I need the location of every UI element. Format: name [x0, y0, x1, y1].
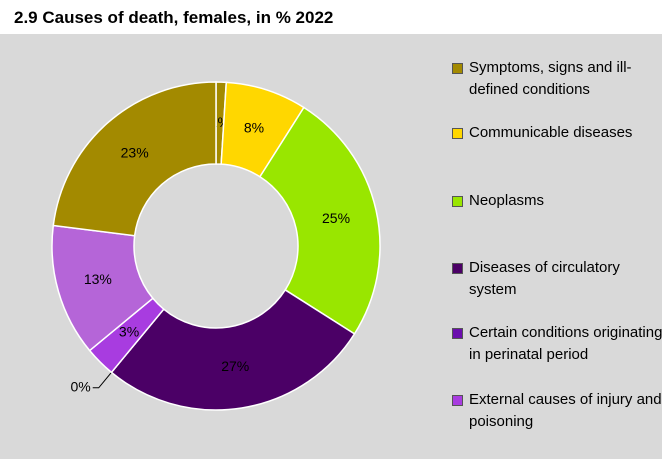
- legend-label: External causes of injury and poisoning: [469, 391, 662, 430]
- legend-label: Diseases of circulatory system: [469, 259, 620, 298]
- data-label: 8%: [244, 120, 264, 136]
- legend-swatch: [452, 196, 463, 207]
- legend-swatch: [452, 63, 463, 74]
- legend-item: Diseases of circulatory system: [452, 257, 662, 301]
- legend-item: External causes of injury and poisoning: [452, 389, 662, 433]
- data-label: 27%: [221, 358, 249, 374]
- data-label: 23%: [121, 144, 149, 160]
- legend-label: Symptoms, signs and ill-defined conditio…: [469, 59, 632, 98]
- legend-label: Communicable diseases: [469, 124, 633, 141]
- legend-item: Symptoms, signs and ill-defined conditio…: [452, 57, 662, 101]
- slice: [52, 81, 217, 237]
- legend-item: Neoplasms: [452, 190, 662, 212]
- legend-label: Certain conditions originating in perina…: [469, 324, 662, 363]
- legend-swatch: [452, 328, 463, 339]
- legend-swatch: [452, 395, 463, 406]
- legend-item: Certain conditions originating in perina…: [452, 322, 662, 366]
- slice: [110, 288, 356, 411]
- legend-swatch: [452, 128, 463, 139]
- legend-item: Communicable diseases: [452, 122, 662, 144]
- data-label: 13%: [84, 271, 112, 287]
- data-label: 3%: [119, 324, 139, 340]
- legend-label: Neoplasms: [469, 192, 545, 209]
- data-label: 25%: [322, 210, 350, 226]
- slice: [258, 106, 381, 335]
- legend-swatch: [452, 263, 463, 274]
- data-label: 0%: [70, 378, 90, 394]
- chart-title: 2.9 Causes of death, females, in % 2022: [14, 8, 334, 27]
